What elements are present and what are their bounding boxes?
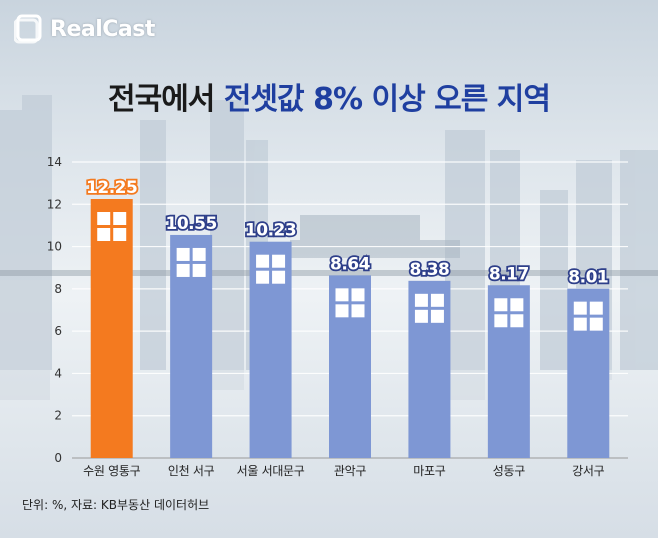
x-tick-label: 수원 영통구 — [83, 464, 140, 478]
x-tick-label: 관악구 — [334, 464, 366, 478]
bar — [329, 275, 371, 458]
window-icon — [256, 254, 286, 284]
bar — [249, 241, 292, 458]
y-tick-label: 0 — [54, 451, 62, 465]
window-icon — [335, 288, 365, 318]
value-label: 8.38 — [409, 260, 449, 280]
value-label: 8.01 — [568, 268, 608, 288]
y-tick-label: 8 — [54, 282, 62, 296]
y-tick-label: 10 — [47, 240, 62, 254]
x-tick-label: 강서구 — [572, 464, 604, 478]
title-part1: 전국에서 — [108, 82, 215, 117]
bar — [487, 285, 530, 458]
value-label: 8.64 — [330, 254, 371, 274]
window-icon — [97, 212, 127, 241]
value-label: 8.17 — [489, 264, 529, 284]
title-part2: 전셋값 8% 이상 오른 지역 — [223, 82, 551, 117]
bar — [90, 199, 133, 458]
bar — [567, 288, 610, 458]
y-tick-label: 12 — [47, 197, 62, 211]
bar — [170, 234, 213, 458]
source-note: 단위: %, 자료: KB부동산 데이터허브 — [22, 498, 210, 512]
y-tick-label: 4 — [54, 366, 62, 380]
window-icon — [573, 301, 603, 331]
y-tick-label: 6 — [54, 324, 62, 338]
x-tick-label: 마포구 — [413, 464, 445, 478]
value-label: 10.23 — [245, 221, 296, 241]
y-tick-label: 14 — [47, 155, 62, 169]
chart-title: 전국에서 전셋값 8% 이상 오른 지역 — [0, 74, 658, 118]
x-tick-label: 인천 서구 — [168, 463, 215, 478]
y-tick-label: 2 — [54, 409, 62, 423]
brand-logo: RealCast — [14, 14, 155, 44]
x-tick-label: 성동구 — [493, 464, 525, 478]
logo-text: RealCast — [50, 16, 155, 42]
window-icon — [414, 293, 444, 323]
window-icon — [176, 247, 206, 277]
logo-mark-icon — [14, 14, 42, 44]
bar — [408, 280, 451, 458]
value-label: 12.25 — [86, 178, 137, 198]
x-tick-label: 서울 서대문구 — [237, 464, 305, 478]
value-label: 10.55 — [166, 214, 217, 234]
window-icon — [494, 298, 524, 328]
